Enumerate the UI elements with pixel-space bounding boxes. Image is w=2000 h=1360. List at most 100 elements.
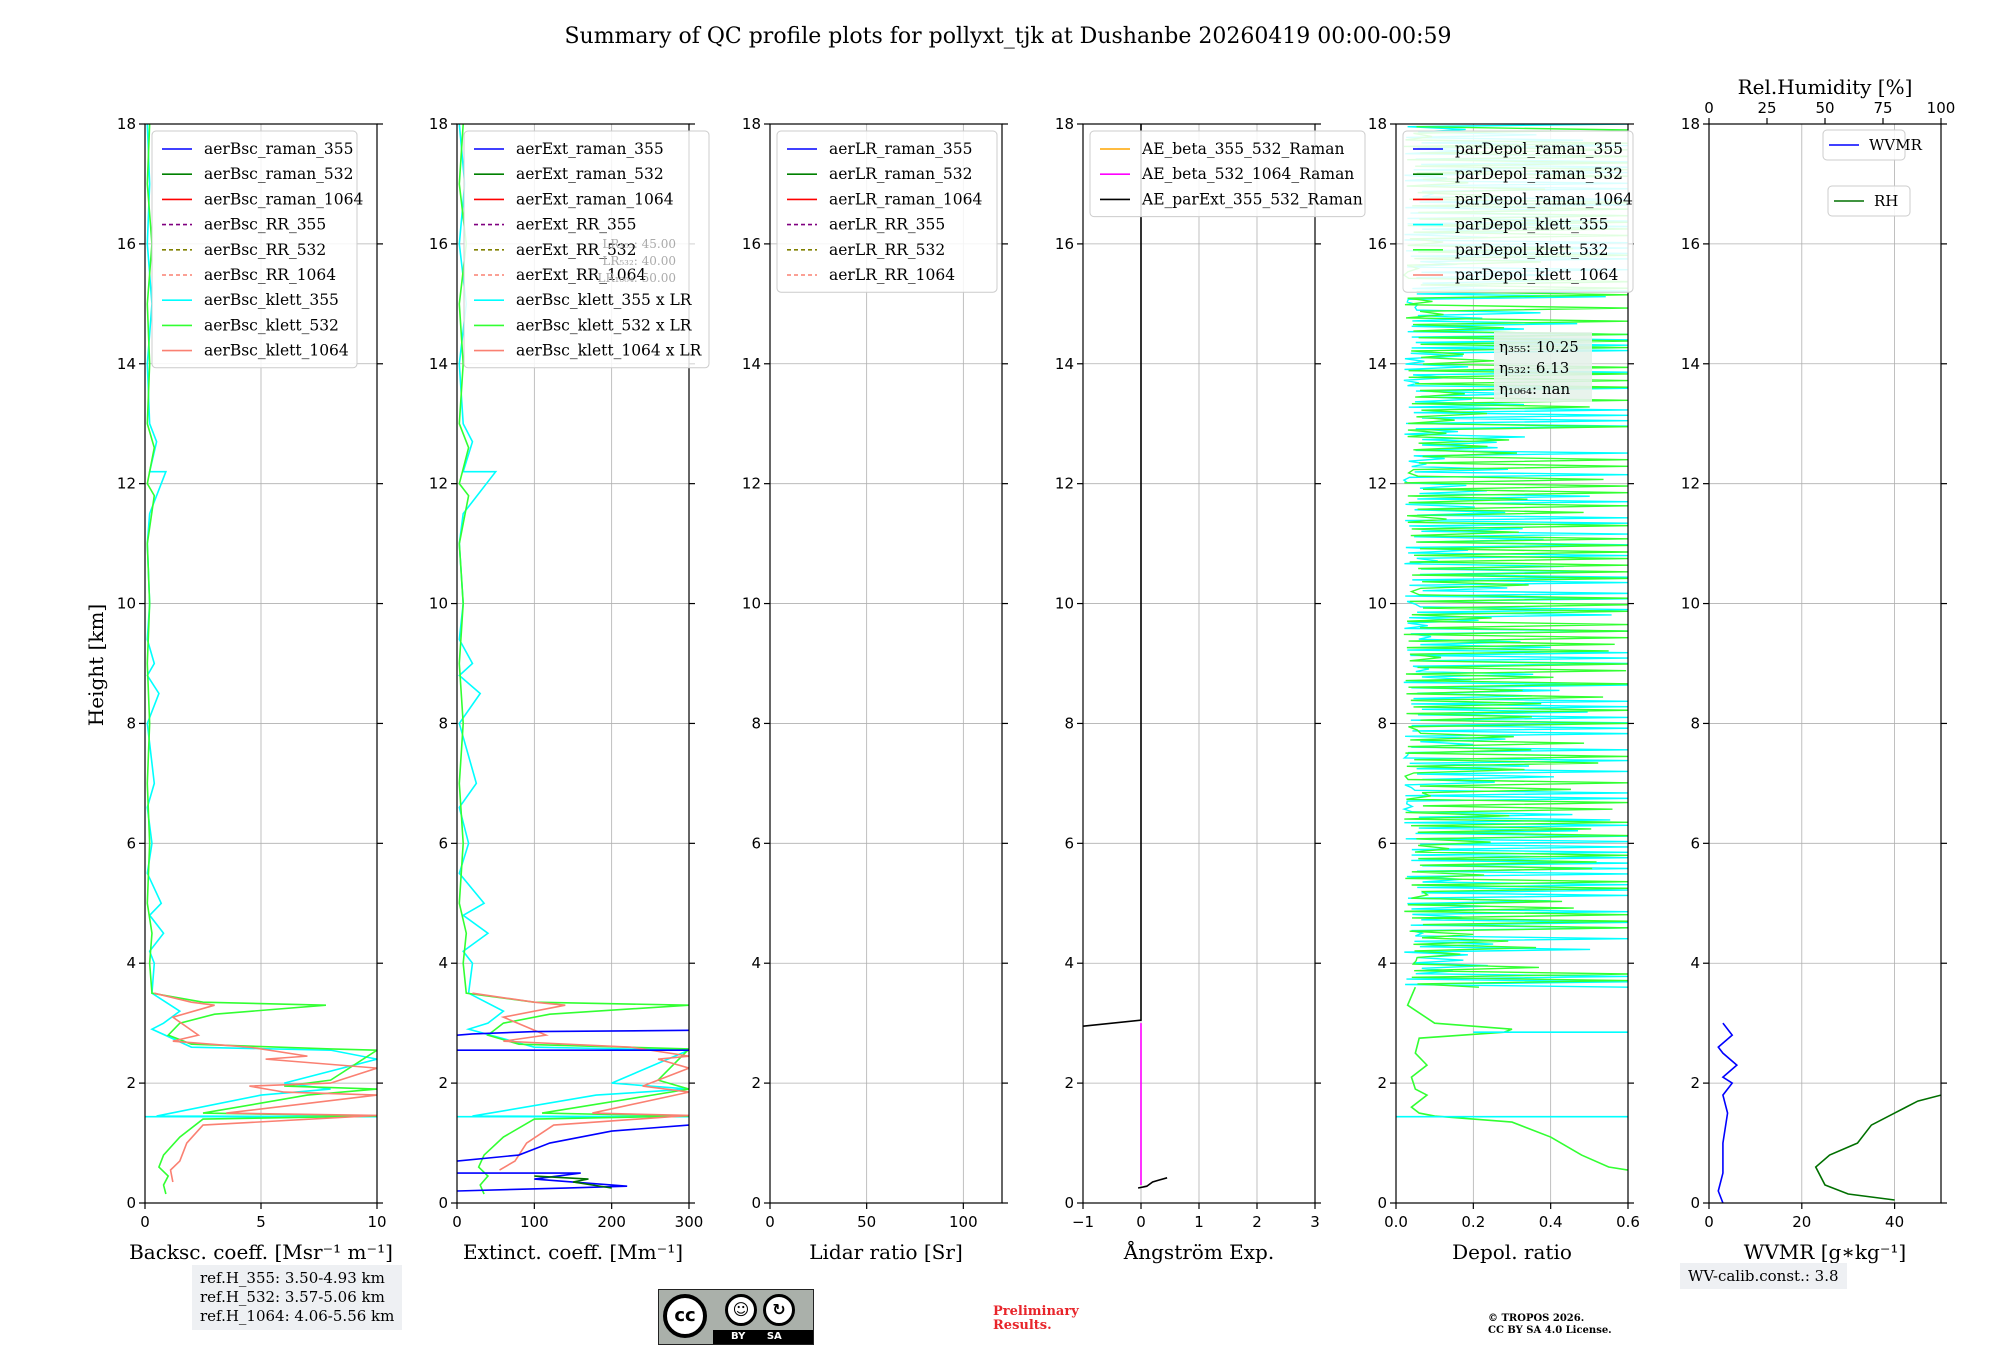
x-tick-label: 0 <box>1704 1213 1714 1231</box>
preliminary-note: Preliminary Results. <box>993 1305 1079 1333</box>
series-rh <box>1814 1094 1941 1201</box>
y-tick-label: 12 <box>1681 475 1700 493</box>
y-tick-label: 6 <box>1377 834 1387 852</box>
y-tick-label: 12 <box>742 475 761 493</box>
y-tick-label: 10 <box>742 595 761 613</box>
y-tick-label: 14 <box>429 355 448 373</box>
x-tick-label: 0.6 <box>1616 1213 1640 1231</box>
y-tick-label: 16 <box>1681 235 1700 253</box>
axes-frame <box>1082 123 1316 1204</box>
top-tick-label: 75 <box>1873 99 1892 117</box>
axes-frame <box>1708 123 1942 1204</box>
x-tick-label: −1 <box>1072 1213 1094 1231</box>
y-tick-label: 0 <box>751 1194 761 1212</box>
legend-label: aerLR_RR_355 <box>829 216 945 234</box>
y-tick-label: 4 <box>751 954 761 972</box>
x-tick-label: 0.2 <box>1461 1213 1485 1231</box>
plot-area <box>457 124 689 1195</box>
y-tick-label: 14 <box>742 355 761 373</box>
legend-label: parDepol_raman_1064 <box>1455 190 1633 208</box>
y-tick-label: 12 <box>429 475 448 493</box>
top-tick-label: 50 <box>1815 99 1834 117</box>
y-tick-label: 2 <box>1064 1074 1074 1092</box>
x-tick-label: 100 <box>520 1213 549 1231</box>
y-tick-label: 14 <box>1368 355 1387 373</box>
y-tick-label: 10 <box>1681 595 1700 613</box>
legend-label: aerBsc_klett_1064 x LR <box>516 342 703 360</box>
axes-frame <box>456 123 690 1204</box>
y-tick-label: 6 <box>1690 834 1700 852</box>
series-aerbsc-klett-1064 <box>154 992 377 1183</box>
panel-extinction: 0 2 4 6 8 10 12 14 16 18 0 100 200 300 Extinct. coeff.… <box>429 115 710 1264</box>
y-tick-label: 16 <box>117 235 136 253</box>
y-tick-label: 4 <box>1377 954 1387 972</box>
y-tick-label: 12 <box>117 475 136 493</box>
legend-label: aerBsc_klett_355 <box>204 291 339 309</box>
y-tick-label: 18 <box>1681 115 1700 133</box>
ref-height-355: ref.H_355: 3.50-4.93 km <box>200 1269 385 1287</box>
y-tick-label: 18 <box>1055 115 1074 133</box>
legend-label: aerExt_RR_355 <box>516 216 637 234</box>
y-tick-label: 12 <box>1368 475 1387 493</box>
plot-area <box>1717 1022 1941 1203</box>
y-tick-label: 8 <box>751 714 761 732</box>
series-wvmr <box>1717 1022 1739 1203</box>
x-tick-label: 0.4 <box>1539 1213 1563 1231</box>
by-icon: ☺ <box>725 1294 757 1326</box>
sa-label: SA <box>766 1331 782 1342</box>
y-tick-label: 12 <box>1055 475 1074 493</box>
legend-label: aerExt_raman_1064 <box>516 190 674 208</box>
x-tick-label: 5 <box>256 1213 266 1231</box>
x-tick-label: 100 <box>949 1213 978 1231</box>
legend-label: aerBsc_RR_355 <box>204 216 326 234</box>
plot-area <box>145 124 377 1195</box>
ref-height-1064: ref.H_1064: 4.06-5.56 km <box>200 1307 395 1325</box>
legend-label: AE_parExt_355_532_Raman <box>1141 190 1363 208</box>
y-tick-label: 6 <box>438 834 448 852</box>
y-tick-label: 8 <box>1377 714 1387 732</box>
reference-height-box: ref.H_355: 3.50-4.93 km ref.H_532: 3.57-… <box>192 1265 403 1330</box>
y-tick-label: 18 <box>429 115 448 133</box>
legend-label: aerBsc_klett_1064 <box>204 342 349 360</box>
legend-box <box>776 130 998 293</box>
figure-title: Summary of QC profile plots for pollyxt_… <box>564 24 1451 49</box>
plot-area <box>1083 124 1168 1189</box>
x-tick-label: 40 <box>1885 1213 1904 1231</box>
legend-label: parDepol_klett_355 <box>1455 216 1608 234</box>
x-tick-label: 20 <box>1792 1213 1811 1231</box>
x-axis-label: Depol. ratio <box>1452 1240 1572 1264</box>
series-ae-parext-355-532-raman-low <box>1137 1177 1168 1189</box>
y-tick-label: 0 <box>126 1194 136 1212</box>
x-tick-label: 0 <box>765 1213 775 1231</box>
y-tick-label: 10 <box>1368 595 1387 613</box>
series-aerbsc-klett-532 <box>146 124 377 1195</box>
y-tick-label: 6 <box>751 834 761 852</box>
copyright-line-1: © TROPOS 2026. <box>1488 1313 1585 1324</box>
legend-label: parDepol_raman_532 <box>1455 165 1623 183</box>
legend-label: parDepol_raman_355 <box>1455 140 1623 158</box>
y-tick-label: 0 <box>1690 1194 1700 1212</box>
y-tick-label: 18 <box>742 115 761 133</box>
license-bar: BY SA <box>713 1330 813 1344</box>
legend-label: WVMR <box>1869 136 1923 154</box>
cc-icon: cc <box>663 1294 707 1338</box>
legend-label: aerBsc_klett_532 <box>204 316 339 334</box>
legend-label: aerLR_raman_1064 <box>829 190 982 208</box>
top-tick-label: 25 <box>1757 99 1776 117</box>
cc-license-badge: cc ☺ ↻ BY SA <box>658 1289 814 1345</box>
series-aerext-raman-532 <box>534 1175 612 1189</box>
legend-box <box>151 130 358 369</box>
y-tick-label: 6 <box>1064 834 1074 852</box>
y-tick-label: 8 <box>1064 714 1074 732</box>
top-tick-label: 0 <box>1704 99 1714 117</box>
x-tick-label: 0 <box>140 1213 150 1231</box>
eta-note: η₅₃₂: 6.13 <box>1499 359 1569 377</box>
y-tick-label: 16 <box>1055 235 1074 253</box>
x-tick-label: 1 <box>1194 1213 1204 1231</box>
legend-label: aerExt_raman_532 <box>516 165 664 183</box>
legend-label: aerBsc_RR_1064 <box>204 266 336 284</box>
legend-label: aerBsc_raman_1064 <box>204 190 364 208</box>
legend-box <box>463 130 710 369</box>
top-tick-label: 100 <box>1927 99 1956 117</box>
